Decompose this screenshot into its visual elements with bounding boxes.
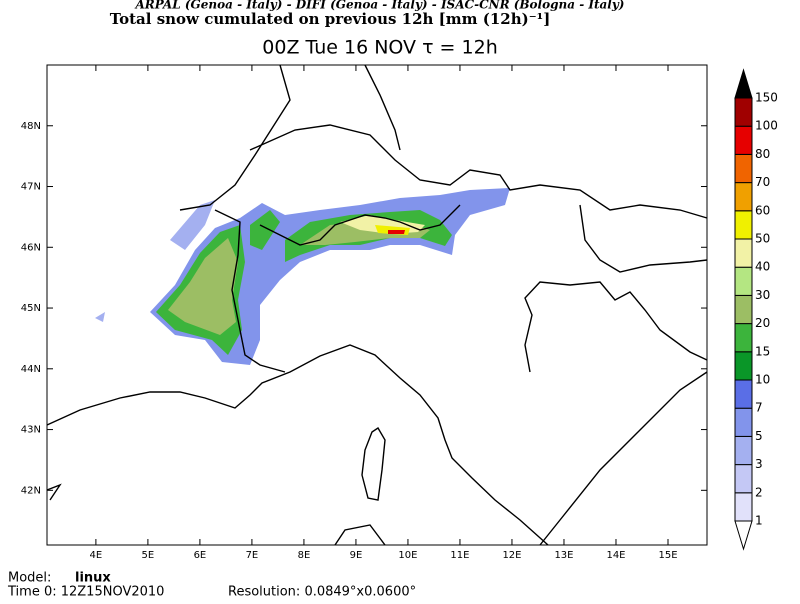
x-tick-label: 8E xyxy=(298,550,311,561)
colorbar-label: 50 xyxy=(755,232,770,246)
x-tick-label: 5E xyxy=(142,550,155,561)
y-tick-label: 45N xyxy=(21,303,41,314)
colorbar: 1 2 3 5 7 10 15 20 30 40 50 60 70 80 100 150 xyxy=(734,68,778,551)
y-tick-label: 47N xyxy=(21,182,41,193)
snow-field xyxy=(95,188,510,365)
colorbar-band xyxy=(734,210,753,240)
colorbar-label: 150 xyxy=(755,91,778,105)
y-tick-label: 44N xyxy=(21,364,41,375)
colorbar-band xyxy=(734,351,753,381)
x-tick-label: 14E xyxy=(606,550,625,561)
x-tick-label: 9E xyxy=(350,550,363,561)
x-tick-label: 4E xyxy=(90,550,103,561)
colorbar-over xyxy=(734,68,753,99)
colorbar-label: 2 xyxy=(755,485,763,499)
coastlines xyxy=(46,64,708,546)
colorbar-band xyxy=(734,97,753,127)
colorbar-band xyxy=(734,125,753,155)
model-name: linux xyxy=(75,571,111,586)
colorbar-label: 20 xyxy=(755,316,770,330)
subtitle: 00Z Tue 16 NOV τ = 12h xyxy=(262,37,497,59)
colorbar-band xyxy=(734,294,753,325)
title: Total snow cumulated on previous 12h [mm… xyxy=(110,10,551,28)
colorbar-label: 1 xyxy=(755,514,763,528)
colorbar-band xyxy=(734,379,753,409)
colorbar-band xyxy=(734,238,753,268)
y-tick-label: 42N xyxy=(21,485,41,496)
colorbar-label: 7 xyxy=(755,401,763,415)
colorbar-label: 5 xyxy=(755,429,763,443)
resolution-info: Resolution: 0.0849°x0.0600° xyxy=(228,585,416,600)
credits: ARPAL (Genoa - Italy) - DIFI (Genoa - It… xyxy=(135,0,625,12)
x-tick-label: 12E xyxy=(502,550,521,561)
colorbar-band xyxy=(734,435,753,466)
model-label: Model: xyxy=(8,571,51,586)
colorbar-label: 15 xyxy=(755,344,770,358)
x-tick-label: 15E xyxy=(658,550,677,561)
x-tick-label: 11E xyxy=(450,550,469,561)
colorbar-band xyxy=(734,464,753,494)
y-tick-label: 48N xyxy=(21,121,41,132)
colorbar-band xyxy=(734,266,753,296)
colorbar-band xyxy=(734,153,753,184)
colorbar-label: 3 xyxy=(755,457,763,471)
colorbar-band xyxy=(734,323,753,353)
snow-area xyxy=(95,200,215,322)
colorbar-label: 40 xyxy=(755,260,770,274)
x-tick-label: 7E xyxy=(246,550,259,561)
x-tick-label: 6E xyxy=(194,550,207,561)
colorbar-label: 60 xyxy=(755,203,770,217)
colorbar-band xyxy=(734,407,753,437)
colorbar-band xyxy=(734,182,753,212)
y-tick-label: 46N xyxy=(21,242,41,253)
colorbar-band xyxy=(734,492,753,522)
colorbar-label: 100 xyxy=(755,119,778,133)
time-info: Time 0: 12Z15NOV2010 xyxy=(7,585,164,600)
x-tick-label: 13E xyxy=(554,550,573,561)
colorbar-label: 70 xyxy=(755,175,770,189)
colorbar-label: 30 xyxy=(755,288,770,302)
colorbar-label: 10 xyxy=(755,373,770,387)
colorbar-under xyxy=(734,520,753,551)
x-tick-label: 10E xyxy=(398,550,417,561)
map-frame xyxy=(46,64,708,546)
colorbar-label: 80 xyxy=(755,147,770,161)
y-tick-label: 43N xyxy=(21,425,41,436)
axis-ticks: 4E 5E 6E 7E 8E 9E 10E 11E 12E 13E 14E 15E 42N 43N 44N 4… xyxy=(21,65,707,561)
snow-area xyxy=(388,230,405,234)
